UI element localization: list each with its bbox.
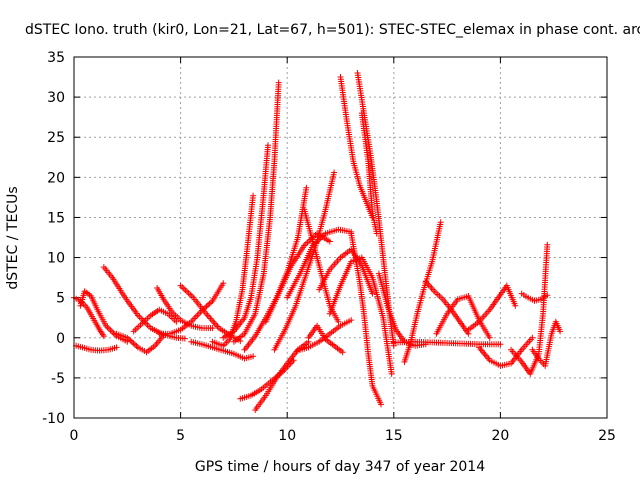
y-tick-labels: -10 -5 0 5 10 15 20 25 30 35 xyxy=(42,50,65,427)
data-point-marker xyxy=(331,169,338,176)
arc-series xyxy=(433,293,493,341)
y-tick-label: 0 xyxy=(56,331,65,347)
x-tick-labels: 0 5 10 15 20 25 xyxy=(70,428,616,444)
arc-series xyxy=(130,306,180,335)
y-axis-title: dSTEC / TECUs xyxy=(5,186,21,289)
arc-series xyxy=(209,192,257,349)
data-point-marker xyxy=(335,318,342,325)
data-point-marker xyxy=(250,353,257,360)
x-axis-title: GPS time / hours of day 347 of year 2014 xyxy=(195,459,485,475)
arc-series xyxy=(188,338,257,362)
data-point-marker xyxy=(339,349,346,356)
data-point-marker xyxy=(512,302,519,309)
arc-series xyxy=(326,254,395,377)
chart-title: dSTEC Iono. truth (kir0, Lon=21, Lat=67,… xyxy=(25,22,640,38)
data-point-marker xyxy=(181,335,188,342)
arc-series xyxy=(73,342,120,354)
plot-frame xyxy=(73,56,608,419)
data-point-marker xyxy=(113,344,120,351)
x-tick-label: 0 xyxy=(70,428,79,444)
arc-series xyxy=(465,282,519,333)
arc-series xyxy=(220,142,272,341)
arc-series xyxy=(262,230,333,325)
arc-series xyxy=(301,206,342,325)
y-tick-label: -5 xyxy=(51,371,65,387)
arc-series xyxy=(284,226,355,301)
arc-series xyxy=(316,246,376,297)
arc-series xyxy=(422,278,472,337)
y-tick-label: 15 xyxy=(47,210,65,226)
data-point-marker xyxy=(265,142,272,149)
plot-area xyxy=(71,70,564,413)
data-point-marker xyxy=(437,219,444,226)
arc-series xyxy=(358,110,380,237)
data-point-marker xyxy=(209,325,216,332)
y-tick-label: 5 xyxy=(56,291,65,307)
data-point-marker xyxy=(557,328,564,335)
data-point-marker xyxy=(100,333,107,340)
arc-series xyxy=(529,318,564,369)
data-point-marker xyxy=(529,334,536,341)
arc-series xyxy=(401,219,444,365)
y-tick-label: 25 xyxy=(47,130,65,146)
data-point-marker xyxy=(544,292,551,299)
data-point-marker xyxy=(326,238,333,245)
y-tick-label: 30 xyxy=(47,90,65,106)
data-point-marker xyxy=(544,241,551,248)
data-point-marker xyxy=(378,401,385,408)
data-point-marker xyxy=(303,184,310,191)
x-tick-label: 5 xyxy=(176,428,185,444)
arc-series xyxy=(518,290,551,304)
data-point-marker xyxy=(373,230,380,237)
data-point-marker xyxy=(486,334,493,341)
arc-series xyxy=(305,322,346,356)
y-tick-label: 35 xyxy=(47,50,65,66)
x-tick-label: 25 xyxy=(598,428,616,444)
arc-series xyxy=(156,280,227,337)
data-point-marker xyxy=(348,317,355,324)
data-point-marker xyxy=(388,370,395,377)
x-tick-label: 10 xyxy=(278,428,296,444)
data-point-marker xyxy=(220,280,227,287)
data-point-marker xyxy=(369,290,376,297)
x-tick-label: 20 xyxy=(491,428,509,444)
x-tick-label: 15 xyxy=(385,428,403,444)
data-point-marker xyxy=(497,341,504,348)
arc-series xyxy=(294,317,355,354)
arc-series xyxy=(230,79,282,345)
y-tick-label: 10 xyxy=(47,251,65,267)
y-tick-label: 20 xyxy=(47,170,65,186)
arc-series xyxy=(113,330,167,356)
data-point-marker xyxy=(250,192,257,199)
y-tick-label: -10 xyxy=(42,411,65,427)
arc-series xyxy=(390,338,504,348)
data-point-marker xyxy=(275,79,282,86)
data-point-marker xyxy=(173,318,180,325)
